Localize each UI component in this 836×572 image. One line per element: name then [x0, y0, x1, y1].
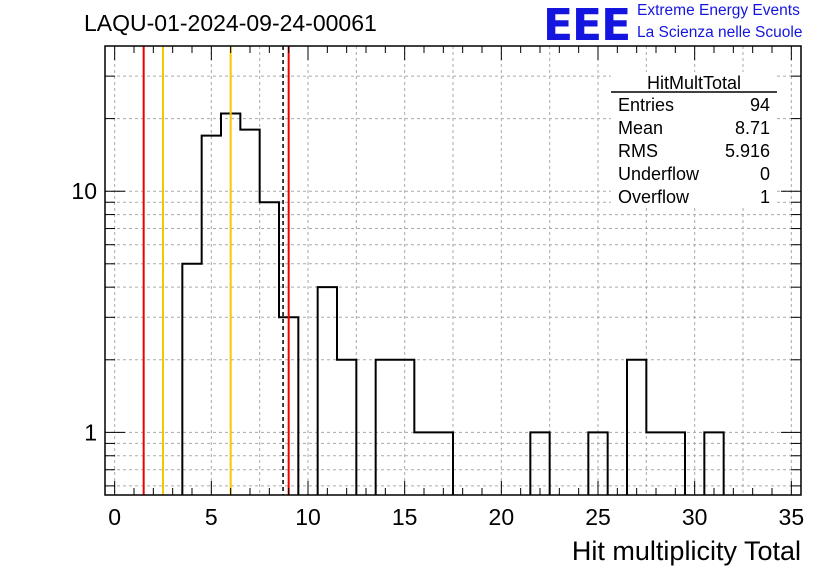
histogram-outline: [181, 112, 725, 495]
stats-box-name: HitMultTotal: [647, 73, 741, 93]
stats-row-value: 0: [760, 164, 770, 184]
stats-box-bg: [611, 72, 777, 207]
logo-tagline-1: Extreme Energy Events: [637, 2, 800, 19]
plot-frame: [104, 45, 802, 496]
stats-row-value: 1: [760, 187, 770, 207]
stats-row-value: 94: [750, 95, 770, 115]
x-tick-label: 30: [682, 504, 708, 530]
x-tick-label: 15: [392, 504, 418, 530]
stats-row-label: Underflow: [618, 164, 700, 184]
logo-tagline-2: La Scienza nelle Scuole: [637, 24, 803, 41]
stats-row-value: 8.71: [735, 118, 770, 138]
stats-row-label: Overflow: [618, 187, 690, 207]
eee-logo: EEE: [543, 0, 631, 51]
chart-title: LAQU-01-2024-09-24-00061: [84, 10, 377, 36]
y-tick-label: 1: [84, 419, 97, 445]
x-tick-label: 25: [585, 504, 611, 530]
x-axis-label: Hit multiplicity Total: [572, 536, 801, 566]
x-tick-label: 35: [779, 504, 805, 530]
x-tick-label: 5: [205, 504, 218, 530]
stats-row-label: Entries: [618, 95, 674, 115]
stats-row-label: RMS: [618, 141, 658, 161]
x-tick-label: 0: [108, 504, 121, 530]
stats-row-label: Mean: [618, 118, 663, 138]
x-tick-label: 10: [295, 504, 321, 530]
stats-row-value: 5.916: [725, 141, 770, 161]
x-tick-label: 20: [489, 504, 515, 530]
y-tick-label: 10: [71, 178, 97, 204]
